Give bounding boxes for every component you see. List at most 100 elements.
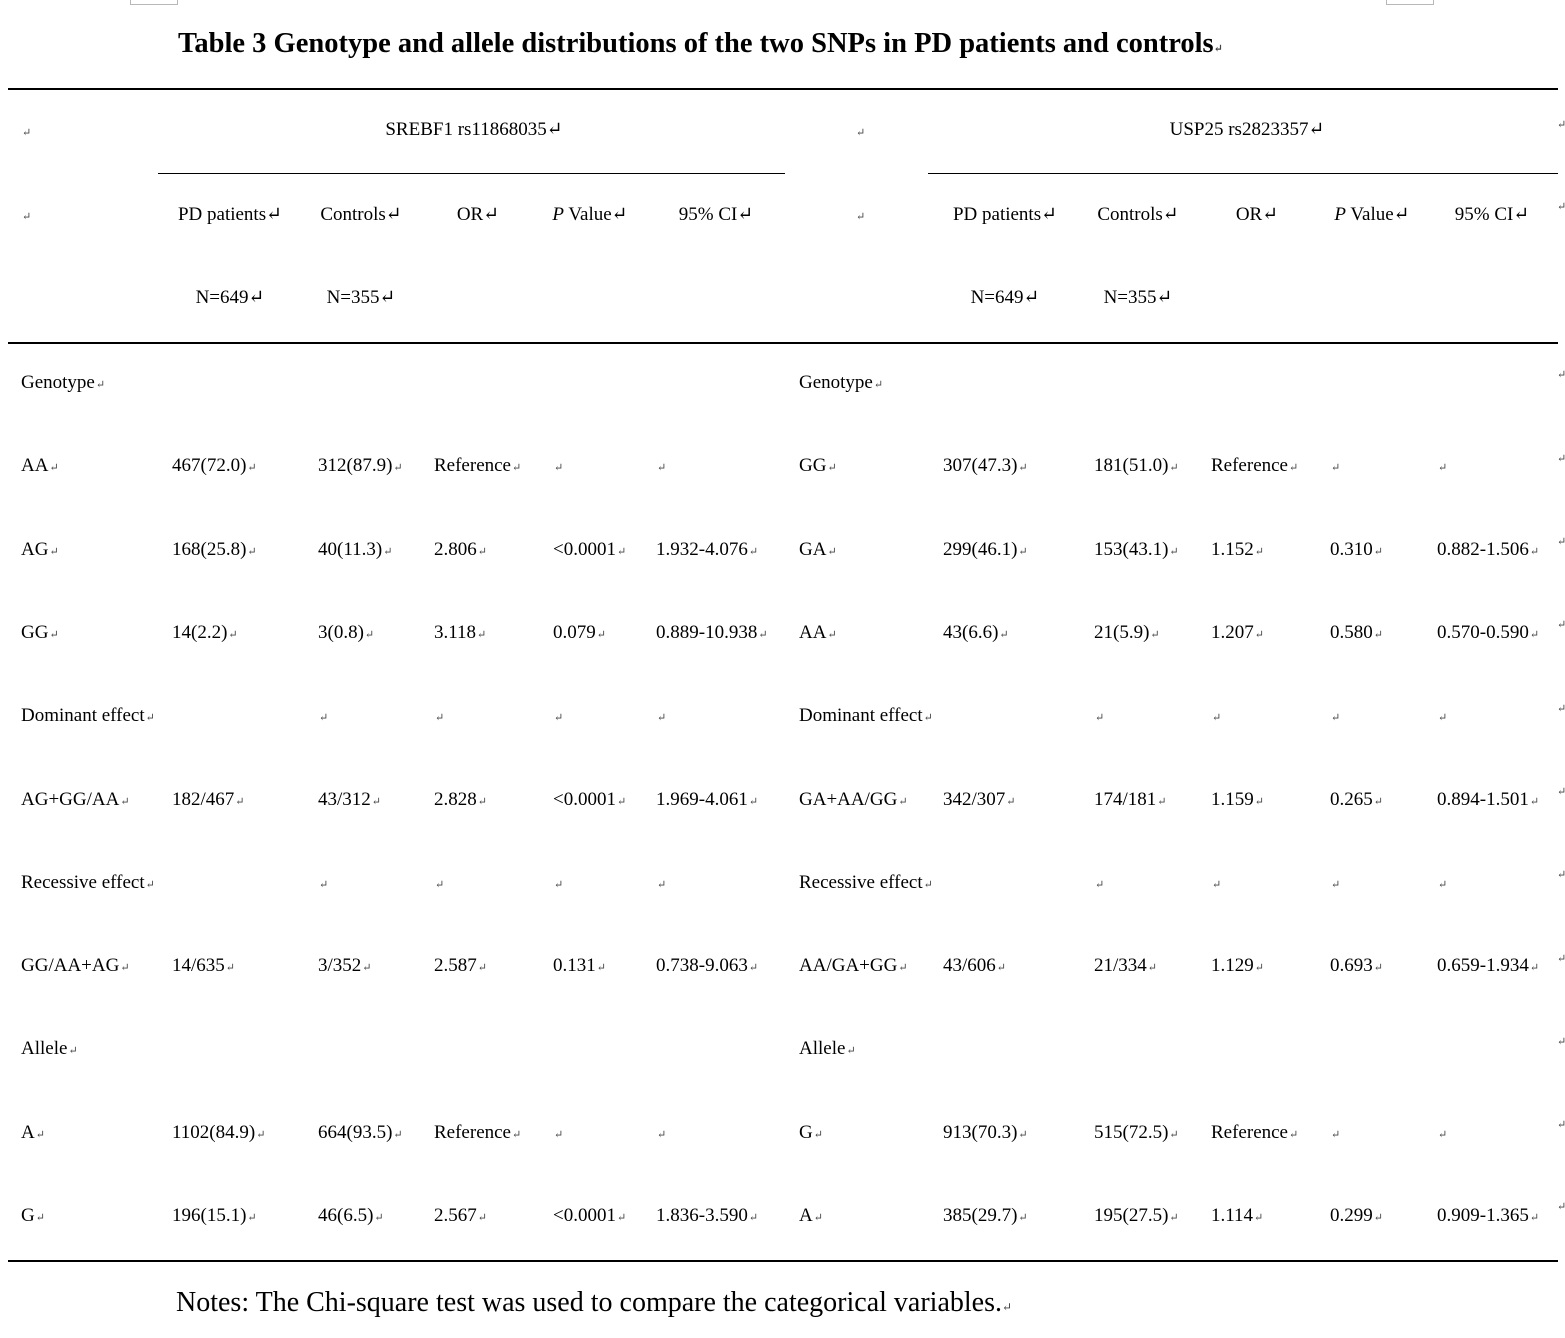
cell-or: 2.806↵ xyxy=(434,539,487,560)
row-label: Allele↵ xyxy=(21,1038,78,1059)
column-header-p-value: P Value↵ xyxy=(1334,204,1410,225)
row-end-mark: ↵ xyxy=(1557,703,1565,715)
row-end-mark: ↵ xyxy=(1557,369,1565,381)
cell-ci: 1.969-4.061↵ xyxy=(656,789,759,810)
cell-controls: 43/312↵ xyxy=(318,789,381,810)
cell-p: 0.580↵ xyxy=(1330,622,1383,643)
row-end-mark: ↵ xyxy=(1557,786,1565,798)
cell-controls: 515(72.5)↵ xyxy=(1094,1122,1179,1143)
cell-ci: 0.882-1.506↵ xyxy=(1437,539,1540,560)
cell-p: 0.310↵ xyxy=(1330,539,1383,560)
snp-group-underline xyxy=(158,173,785,174)
cell-p: <0.0001↵ xyxy=(553,1205,627,1226)
row-end-mark: ↵ xyxy=(1557,453,1565,465)
cell-patients: 342/307↵ xyxy=(943,789,1016,810)
column-header-controls: Controls↵ xyxy=(320,204,402,225)
row-label: Recessive effect↵ xyxy=(799,872,933,893)
column-header-controls: Controls↵ xyxy=(1097,204,1179,225)
cell-ci: ↵ xyxy=(657,462,667,474)
cell-ci: 0.894-1.501↵ xyxy=(1437,789,1540,810)
cell-patients: 299(46.1)↵ xyxy=(943,539,1028,560)
cell-p: ↵ xyxy=(554,1129,564,1141)
stub-header-mark: ↵ xyxy=(856,211,866,223)
cell-patients: 168(25.8)↵ xyxy=(172,539,257,560)
row-label: Genotype↵ xyxy=(799,372,884,393)
snp-group-header: USP25 rs2823357↵ xyxy=(1169,119,1325,140)
cell-ci: ↵ xyxy=(1438,462,1448,474)
cell-patients: 913(70.3)↵ xyxy=(943,1122,1028,1143)
cell-or: ↵ xyxy=(435,879,445,891)
cell-ci: 1.836-3.590↵ xyxy=(656,1205,759,1226)
row-label: GA↵ xyxy=(799,539,837,560)
cell-patients: 1102(84.9)↵ xyxy=(172,1122,266,1143)
column-header-patients: PD patients↵ xyxy=(952,204,1058,225)
cell-controls: 3/352↵ xyxy=(318,955,372,976)
cell-ci: 1.932-4.076↵ xyxy=(656,539,759,560)
row-label: AA↵ xyxy=(799,622,837,643)
snp-group-underline xyxy=(928,173,1558,174)
cell-patients: 43(6.6)↵ xyxy=(943,622,1009,643)
row-label: G↵ xyxy=(799,1122,823,1143)
page-corner-mark-right xyxy=(1386,0,1434,5)
cell-controls: 40(11.3)↵ xyxy=(318,539,393,560)
cell-p: ↵ xyxy=(1331,879,1341,891)
cell-or: ↵ xyxy=(435,712,445,724)
row-label: GG↵ xyxy=(21,622,59,643)
cell-ci: ↵ xyxy=(1438,712,1448,724)
row-end-mark: ↵ xyxy=(1557,1119,1565,1131)
cell-or: ↵ xyxy=(1212,879,1222,891)
column-header-ci: 95% CI↵ xyxy=(1454,204,1530,225)
row-end-mark: ↵ xyxy=(1557,1201,1565,1213)
cell-or: 1.114↵ xyxy=(1211,1205,1264,1226)
cell-p: ↵ xyxy=(554,712,564,724)
cell-ci: 0.659-1.934↵ xyxy=(1437,955,1540,976)
patients-count: N=649↵ xyxy=(195,287,265,308)
cell-or: 1.152↵ xyxy=(1211,539,1264,560)
cell-controls: ↵ xyxy=(1095,879,1105,891)
row-label: Dominant effect↵ xyxy=(21,705,155,726)
row-end-mark: ↵ xyxy=(1557,869,1565,881)
stub-header-mark: ↵ xyxy=(22,127,32,139)
cell-controls: 312(87.9)↵ xyxy=(318,455,403,476)
row-label: Allele↵ xyxy=(799,1038,856,1059)
cell-p: 0.079↵ xyxy=(553,622,606,643)
row-label: A↵ xyxy=(799,1205,823,1226)
cell-p: ↵ xyxy=(554,462,564,474)
controls-count: N=355↵ xyxy=(326,287,396,308)
row-label: GG↵ xyxy=(799,455,837,476)
cell-controls: 21/334↵ xyxy=(1094,955,1157,976)
row-end-mark: ↵ xyxy=(1557,953,1565,965)
cell-or: 2.567↵ xyxy=(434,1205,487,1226)
row-label: Genotype↵ xyxy=(21,372,106,393)
cell-ci: 0.570-0.590↵ xyxy=(1437,622,1540,643)
page-corner-mark-left xyxy=(130,0,178,5)
cell-or: 1.159↵ xyxy=(1211,789,1264,810)
cell-p: 0.131↵ xyxy=(553,955,606,976)
cell-controls: 195(27.5)↵ xyxy=(1094,1205,1179,1226)
row-label: AG+GG/AA↵ xyxy=(21,789,130,810)
column-header-or: OR↵ xyxy=(456,204,500,225)
top-rule xyxy=(8,88,1558,90)
bottom-rule xyxy=(8,1260,1558,1262)
cell-or: Reference↵ xyxy=(434,1122,522,1143)
row-end-mark: ↵ xyxy=(1557,619,1565,631)
cell-controls: 664(93.5)↵ xyxy=(318,1122,403,1143)
cell-controls: 181(51.0)↵ xyxy=(1094,455,1179,476)
cell-ci: ↵ xyxy=(657,712,667,724)
cell-p: ↵ xyxy=(1331,462,1341,474)
cell-p: ↵ xyxy=(1331,712,1341,724)
cell-ci: ↵ xyxy=(1438,879,1448,891)
row-label: G↵ xyxy=(21,1205,45,1226)
row-label: AA/GA+GG↵ xyxy=(799,955,908,976)
row-label: AG↵ xyxy=(21,539,59,560)
cell-patients: 307(47.3)↵ xyxy=(943,455,1028,476)
cell-p: ↵ xyxy=(554,879,564,891)
column-header-or: OR↵ xyxy=(1235,204,1279,225)
snp-group-header: SREBF1 rs11868035↵ xyxy=(385,119,563,140)
cell-controls: 174/181↵ xyxy=(1094,789,1167,810)
cell-p: <0.0001↵ xyxy=(553,539,627,560)
row-label: AA↵ xyxy=(21,455,59,476)
cell-patients: 43/606↵ xyxy=(943,955,1006,976)
cell-or: Reference↵ xyxy=(434,455,522,476)
header-rule xyxy=(8,342,1558,344)
